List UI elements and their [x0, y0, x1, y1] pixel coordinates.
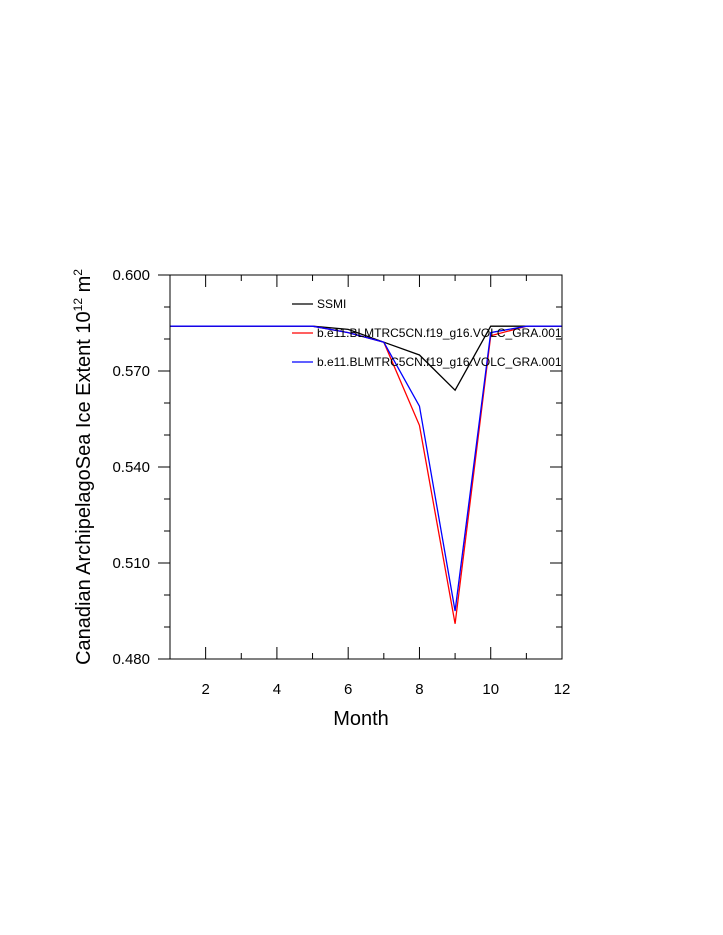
x-tick-label: 2: [201, 681, 209, 698]
y-tick-label: 0.480: [112, 651, 150, 668]
x-tick-label: 8: [415, 681, 423, 698]
y-axis-title: Canadian ArchipelagoSea Ice Extent 1012 …: [71, 269, 95, 665]
ticks-layer: 2 4 6 8 10 12 0.480 0.510 0.540 0.570 0.600: [112, 267, 570, 698]
y-tick-label: 0.510: [112, 555, 150, 572]
x-tick-label: 4: [273, 681, 281, 698]
y-axis-title-sup2: 2: [71, 269, 85, 276]
y-axis-title-sup1: 12: [71, 298, 85, 312]
series-layer: [170, 325, 562, 624]
x-tick-label: 10: [482, 681, 499, 698]
y-axis-title-unit: m: [73, 276, 95, 298]
y-axis-title-main: Canadian ArchipelagoSea Ice Extent 10: [73, 311, 95, 665]
legend: SSMI b.e11.BLMTRC5CN.f19_g16.VOLC_GRA.001…: [292, 297, 562, 369]
y-tick-label: 0.600: [112, 267, 150, 284]
x-axis-title: Month: [333, 708, 389, 730]
y-tick-label: 0.540: [112, 459, 150, 476]
y-tick-label: 0.570: [112, 363, 150, 380]
legend-label-3: b.e11.BLMTRC5CN.f19_g16.VOLC_GRA.001: [317, 355, 562, 369]
legend-label-2: b.e11.BLMTRC5CN.f19_g16.VOLC_GRA.001: [317, 326, 562, 340]
x-tick-label: 6: [344, 681, 352, 698]
x-tick-label: 12: [554, 681, 571, 698]
series-line-3: [170, 325, 562, 612]
legend-label-1: SSMI: [317, 297, 346, 311]
